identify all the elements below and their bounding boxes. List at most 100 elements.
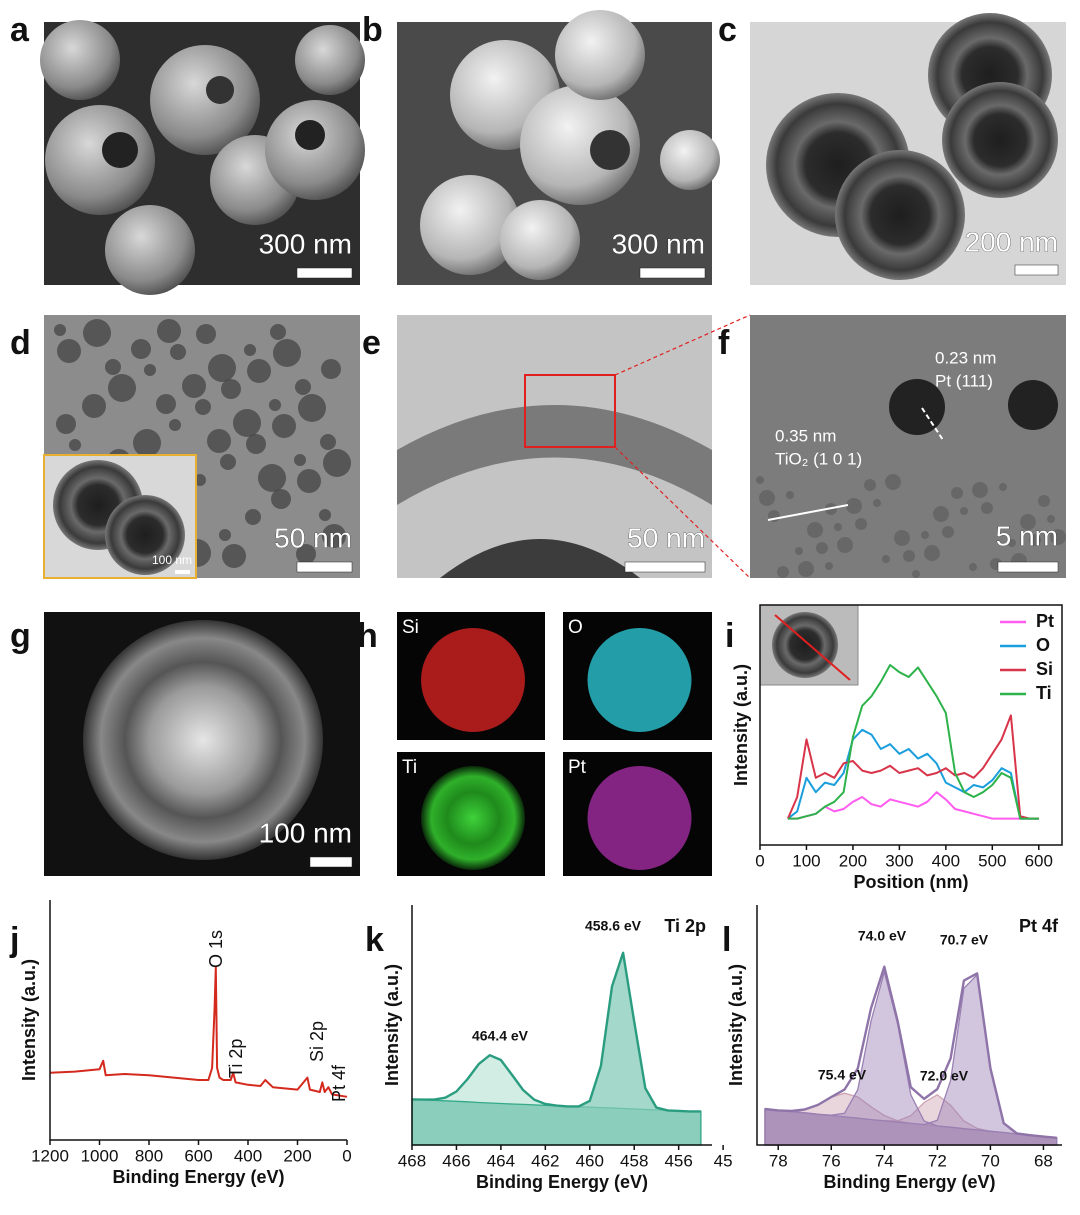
particle <box>777 566 789 578</box>
x-tick-label: 466 <box>442 1151 470 1170</box>
data-line <box>786 714 1039 820</box>
particle <box>298 394 326 422</box>
x-tick-label: 68 <box>1034 1151 1053 1170</box>
peak-label: 464.4 eV <box>472 1028 529 1044</box>
legend-label: O <box>1036 635 1050 655</box>
connector <box>614 446 751 579</box>
particle <box>786 491 794 499</box>
particle <box>222 544 246 568</box>
x-axis-label: Position (nm) <box>854 872 969 892</box>
x-tick-label: 76 <box>822 1151 841 1170</box>
x-tick-label: 72 <box>928 1151 947 1170</box>
peak-label: 75.4 eV <box>818 1067 867 1083</box>
particle <box>219 529 231 541</box>
peak-annotation: O 1s <box>206 930 226 968</box>
scale-bar <box>175 570 190 574</box>
particle <box>273 339 301 367</box>
connector <box>614 314 751 376</box>
particle <box>233 409 261 437</box>
x-tick-label: 70 <box>981 1151 1000 1170</box>
particle <box>133 429 161 457</box>
x-tick-label: 460 <box>576 1151 604 1170</box>
particle <box>846 498 862 514</box>
panel-letter: g <box>10 617 31 655</box>
particle <box>83 319 111 347</box>
particle <box>295 379 311 395</box>
image-area <box>524 374 616 448</box>
x-tick-label: 468 <box>398 1151 426 1170</box>
x-axis-label: Binding Energy (eV) <box>823 1172 995 1192</box>
particle <box>972 482 988 498</box>
x-tick-label: 0 <box>755 851 764 870</box>
x-tick-label: 74 <box>875 1151 894 1170</box>
chart-title: Ti 2p <box>664 916 706 936</box>
scale-bar <box>1014 264 1059 276</box>
plot-frame <box>759 604 1063 846</box>
scale-label: 100 nm <box>152 553 192 567</box>
particle <box>144 364 156 376</box>
particle <box>102 132 138 168</box>
panel-letter: i <box>725 617 734 655</box>
scale-label: 50 nm <box>627 522 705 553</box>
particle <box>269 399 281 411</box>
particle <box>520 85 640 205</box>
x-tick-label: 500 <box>978 851 1006 870</box>
particle <box>1050 529 1066 545</box>
particle <box>131 339 151 359</box>
scale-label: 300 nm <box>612 228 705 259</box>
particle <box>295 25 365 95</box>
particle <box>82 394 106 418</box>
lattice-marker <box>767 504 849 521</box>
particle <box>756 476 764 484</box>
panel-letter: d <box>10 324 31 362</box>
legend-label: Pt <box>1036 611 1054 631</box>
scale-label: 300 nm <box>259 228 352 259</box>
panel-letter: h <box>357 617 378 655</box>
map-label: Pt <box>568 757 587 778</box>
particle <box>297 469 321 493</box>
particle <box>247 359 271 383</box>
particle <box>500 200 580 280</box>
particle <box>321 359 341 379</box>
x-tick-label: 200 <box>839 851 867 870</box>
x-tick-label: 458 <box>620 1151 648 1170</box>
peak-annotation: Ti 2p <box>226 1039 246 1078</box>
particle <box>885 474 901 490</box>
x-axis-label: Binding Energy (eV) <box>112 1167 284 1187</box>
particle <box>873 499 881 507</box>
particle <box>40 20 120 100</box>
particle <box>825 562 833 570</box>
y-axis-label: Intensity (a.u.) <box>731 664 751 786</box>
particle <box>1008 539 1016 547</box>
x-tick-label: 1000 <box>81 1146 119 1165</box>
particle <box>587 628 692 732</box>
particle <box>244 344 256 356</box>
particle <box>421 628 525 732</box>
particle <box>807 522 823 538</box>
x-tick-label: 800 <box>135 1146 163 1165</box>
particle <box>855 518 867 530</box>
particle <box>108 374 136 402</box>
particle <box>1047 515 1055 523</box>
particle <box>182 374 206 398</box>
lattice-label: Pt (111) <box>935 371 993 390</box>
y-axis-label: Intensity (a.u.) <box>726 964 746 1086</box>
x-tick-label: 456 <box>664 1151 692 1170</box>
panel-letter: l <box>722 921 731 959</box>
x-tick-label: 100 <box>792 851 820 870</box>
particle <box>834 523 842 531</box>
particle <box>295 120 325 150</box>
particle <box>798 561 814 577</box>
particle <box>170 344 186 360</box>
particle <box>56 414 76 434</box>
scale-bar <box>997 561 1059 573</box>
scale-label: 200 nm <box>965 226 1058 257</box>
particle <box>912 570 920 578</box>
data-line <box>764 965 1057 1139</box>
y-axis-label: Intensity (a.u.) <box>382 964 402 1086</box>
particle <box>196 324 216 344</box>
panel-letter: k <box>365 921 384 959</box>
particle <box>420 175 520 275</box>
chart-title: Pt 4f <box>1019 916 1059 936</box>
particle <box>195 399 211 415</box>
